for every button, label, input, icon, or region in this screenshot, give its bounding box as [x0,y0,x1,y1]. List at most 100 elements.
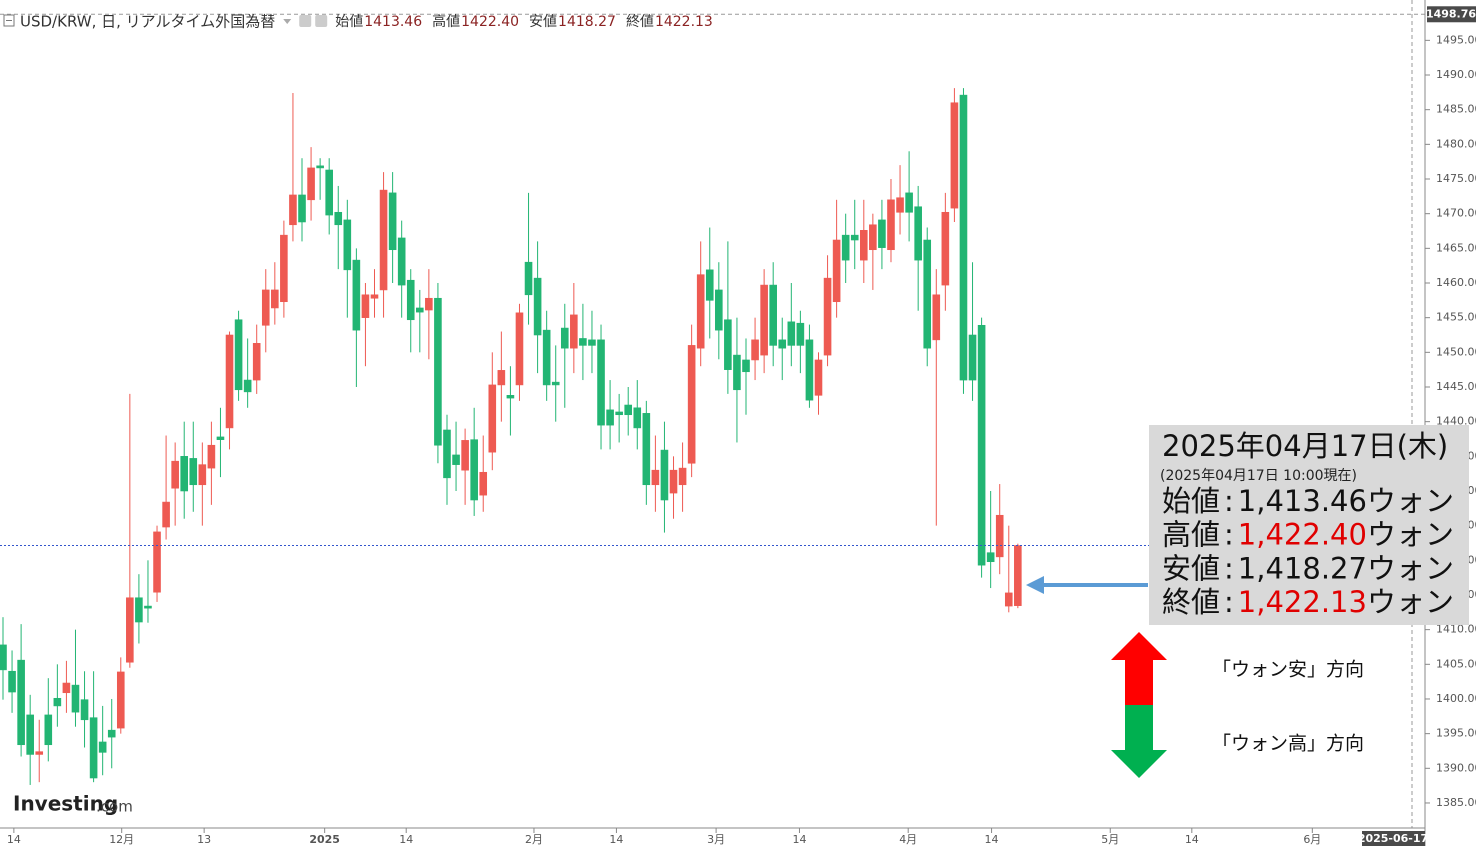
candle-body [778,339,787,349]
y-tick-label: 1385.00 [1436,796,1476,809]
candle-body [207,444,216,469]
candle-body [542,329,551,386]
candle-body [588,339,596,346]
info-label: 高値 [1162,518,1220,552]
annotation: 「ウォン安」方向 [1212,659,1364,681]
field-value: 1413.46 [364,14,422,30]
candle-body [26,714,34,755]
candle-body [116,671,125,729]
info-box: 2025年04月17日(木) (2025年04月17日 10:00現在) 始値:… [1149,425,1469,625]
candle-body [271,289,279,309]
candle-body [633,407,642,429]
candle-body [986,552,995,563]
x-tick-label: 2月 [525,833,543,846]
info-row: 終値:1,422.13ウォン [1162,585,1454,619]
candle-body [651,469,660,486]
y-tick-label: 1395.00 [1436,727,1476,740]
y-tick-label: 1490.00 [1436,68,1476,81]
annotation: 「ウォン高」方向 [1212,733,1364,755]
candle-body [787,321,796,346]
info-unit: ウォン [1367,518,1454,552]
info-unit: ウォン [1367,551,1454,585]
y-tick-label: 1445.00 [1436,380,1476,393]
y-tick-label: 1440.00 [1436,415,1476,428]
candle-body [533,277,542,336]
candle-body [479,471,488,496]
candle-body [443,429,451,479]
candle-body [488,384,497,453]
logo-text: Investing [13,792,118,816]
candle-body [62,682,71,694]
x-tick-label: 12月 [109,833,134,846]
candle-body [388,192,397,251]
candle-body [760,284,768,356]
candle-body [71,684,80,713]
candle-body [1014,545,1022,606]
y-tick-label: 1405.00 [1436,657,1476,670]
candle-body [551,381,560,386]
y-tick-label: 1475.00 [1436,172,1476,185]
candle-body [370,294,379,299]
field-label: 始値 [335,14,363,30]
info-separator: : [1224,585,1234,619]
candle-body [959,94,968,381]
candle-body [8,670,16,693]
candle-body [135,597,143,623]
field-label: 終値 [626,14,654,30]
pointer-arrow-head [1026,576,1044,594]
candle-body [452,454,460,465]
candle-body [687,345,696,464]
candle-body [642,413,651,486]
candle-body [189,458,198,486]
x-tick-label: 4月 [899,833,917,846]
candle-body [669,469,678,494]
candle-body [352,259,361,331]
max-price-box [1427,6,1476,23]
candle-body [280,234,288,303]
info-label: 始値 [1162,484,1220,518]
candle-body [307,167,315,201]
field-value: 1418.27 [558,14,616,30]
candle-body [805,339,814,401]
candle-body [887,199,895,251]
info-value: 1,418.27 [1238,551,1367,585]
field-value: 1422.13 [655,14,713,30]
candle-body [832,239,841,303]
y-tick-label: 1470.00 [1436,207,1476,220]
candle-body [470,439,478,501]
field-label: 安値 [529,14,557,30]
info-subtitle: (2025年04月17日 10:00現在) [1160,468,1357,484]
candle-body [615,411,623,416]
x-tick-label: 14 [7,833,21,846]
candle-body [126,597,134,663]
candle-body [624,404,633,416]
candle-body [361,294,370,318]
candle-body [44,714,53,746]
info-value: 1,413.46 [1238,484,1367,518]
candle-body [515,312,524,386]
candle-body [425,297,433,311]
collapse-icon[interactable] [3,14,15,27]
y-tick-label: 1455.00 [1436,311,1476,324]
candle-body [560,327,569,349]
field-value: 1422.40 [461,14,519,30]
candle-body [751,339,759,361]
candle-body [860,230,868,261]
candle-body [107,729,116,738]
candle-body [379,189,388,291]
x-tick-label: 6月 [1303,833,1321,846]
y-tick-label: 1450.00 [1436,345,1476,358]
candle-body [597,339,605,426]
candle-body [343,219,352,271]
candle-body [606,409,614,426]
logo: Investing .com [13,792,133,816]
candle-body [0,644,7,671]
candle-body [234,319,243,391]
candle-body [225,334,234,429]
candle-body [53,697,62,707]
candle-body [660,449,669,501]
info-separator: : [1224,518,1234,552]
candle-body [506,395,515,399]
candle-body [850,234,859,241]
